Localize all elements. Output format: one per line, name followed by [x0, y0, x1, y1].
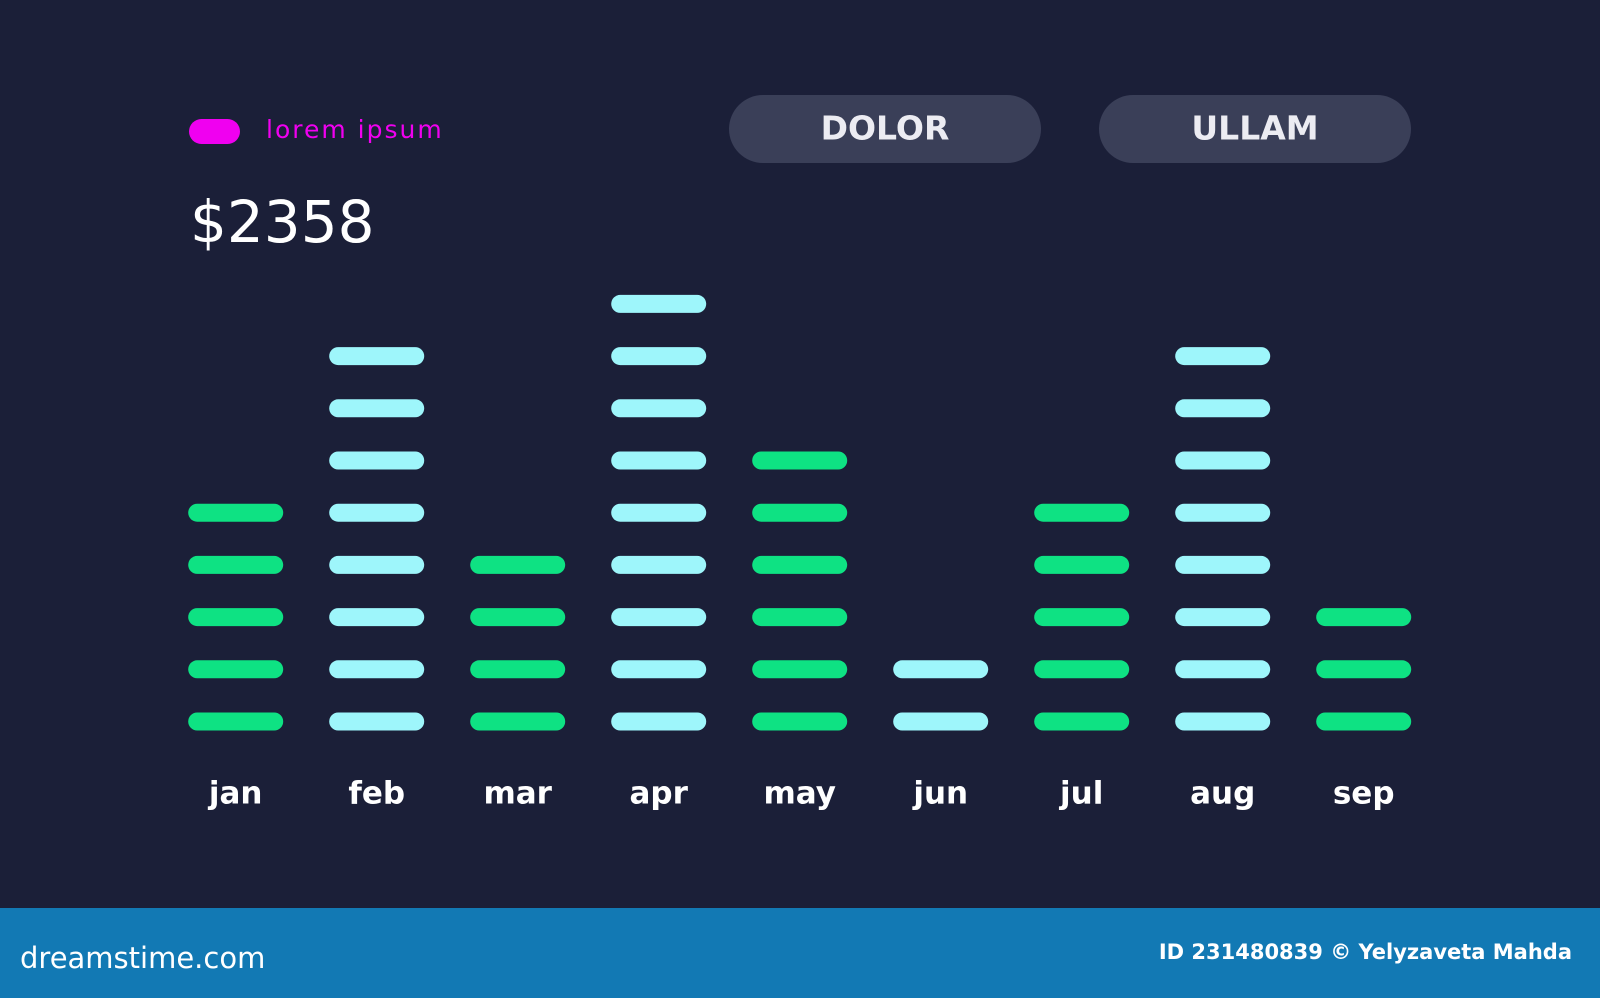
bar-segment [470, 555, 566, 574]
bar-segment [1175, 608, 1271, 627]
bar-segment [1316, 608, 1412, 627]
bar-segment [752, 660, 848, 679]
bar [1175, 347, 1271, 731]
bar [752, 451, 848, 731]
bar [1316, 608, 1412, 731]
bar-segment [752, 503, 848, 522]
bar-segment [611, 712, 707, 731]
bar-segment [1034, 712, 1130, 731]
button-background[interactable] [1099, 95, 1411, 163]
bar [188, 503, 284, 731]
bar-segment [611, 294, 707, 313]
bar-segment [611, 503, 707, 522]
bar [470, 555, 566, 731]
footer-site: dreamstime.com [20, 941, 265, 975]
button-background[interactable] [729, 95, 1041, 163]
bar-segment [329, 399, 425, 418]
bar-segment [188, 712, 284, 731]
button[interactable]: DOLOR [729, 95, 1041, 163]
button-label[interactable]: DOLOR [821, 109, 950, 148]
bar-segment [611, 608, 707, 627]
bar-segment [611, 451, 707, 470]
x-tick-label: jul [1058, 776, 1103, 812]
amount: $2358 [190, 188, 375, 256]
bar-segment [1175, 451, 1271, 470]
bar-segment [1316, 712, 1412, 731]
bar-segment [329, 608, 425, 627]
x-tick-label: feb [348, 776, 405, 812]
bar-segment [611, 347, 707, 366]
bar-segment [470, 712, 566, 731]
bar-segment [1034, 660, 1130, 679]
legend-label: lorem ipsum [266, 115, 444, 144]
bar-segment [893, 660, 989, 679]
bar-segment [1316, 660, 1412, 679]
x-tick-label: jun [911, 776, 968, 812]
bar [1034, 503, 1130, 731]
bar-segment [752, 608, 848, 627]
button[interactable]: ULLAM [1099, 95, 1411, 163]
x-tick-label: may [763, 776, 835, 812]
bar-segment [188, 555, 284, 574]
bar-segment [1175, 347, 1271, 366]
footer-credit: ID 231480839 © Yelyzaveta Mahda [1159, 940, 1572, 964]
bar-segment [752, 451, 848, 470]
bar-segment [470, 608, 566, 627]
bar-segment [1175, 555, 1271, 574]
bar-segment [611, 555, 707, 574]
bar-segment [1175, 660, 1271, 679]
bar [611, 294, 707, 731]
bar-segment [329, 555, 425, 574]
bar-segment [329, 503, 425, 522]
bar-segment [893, 712, 989, 731]
bar-segment [188, 608, 284, 627]
chart: jan feb mar apr may jun jul aug sep [188, 294, 1412, 812]
bar-segment [188, 503, 284, 522]
bar-segment [329, 712, 425, 731]
bar-segment [188, 660, 284, 679]
bar-segment [1175, 503, 1271, 522]
button-label[interactable]: ULLAM [1191, 109, 1318, 148]
bar [893, 660, 989, 731]
bar-segment [752, 555, 848, 574]
bar-segment [329, 347, 425, 366]
bar-segment [329, 451, 425, 470]
bar-segment [1034, 608, 1130, 627]
footer-band [0, 908, 1600, 998]
bar-segment [1175, 712, 1271, 731]
bar-segment [1175, 399, 1271, 418]
x-tick-label: mar [483, 776, 552, 812]
x-tick-label: apr [629, 776, 688, 812]
bar-segment [611, 399, 707, 418]
legend-swatch [189, 119, 240, 144]
x-tick-label: jan [207, 776, 263, 812]
x-tick-label: sep [1333, 776, 1395, 812]
x-tick-label: aug [1190, 776, 1255, 812]
bar-segment [329, 660, 425, 679]
bar-segment [752, 712, 848, 731]
bar-segment [470, 660, 566, 679]
bar-segment [1034, 503, 1130, 522]
bar-segment [1034, 555, 1130, 574]
bar-segment [611, 660, 707, 679]
bar [329, 347, 425, 731]
